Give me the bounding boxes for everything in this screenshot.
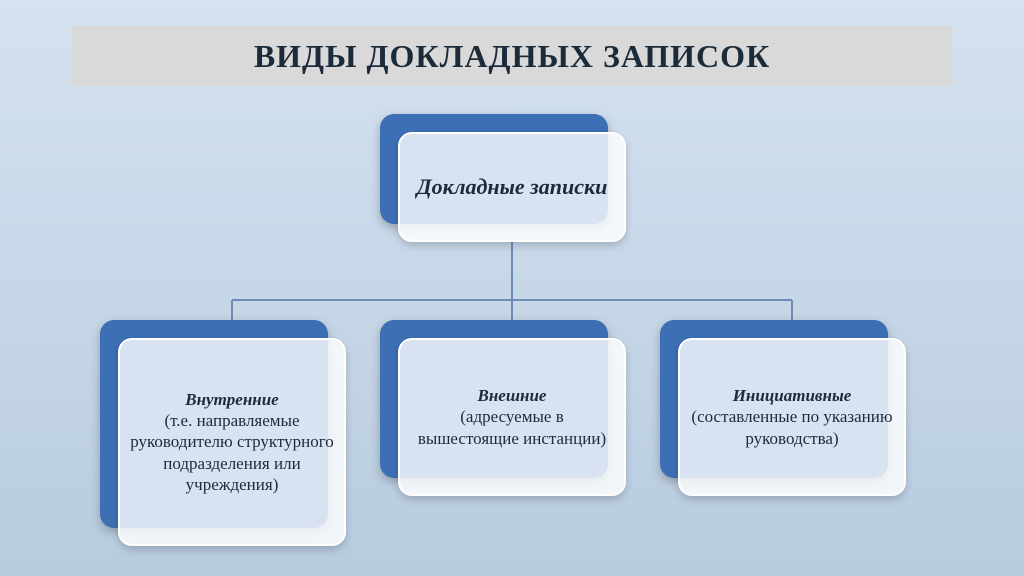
node-front: Инициативные (составленные по указанию ру… bbox=[678, 338, 906, 496]
child-node: Внутренние (т.е. направляемые руководител… bbox=[100, 320, 346, 546]
child-node: Внешние (адресуемые в вышестоящие инстанц… bbox=[380, 320, 626, 496]
node-desc: (адресуемые в вышестоящие инстанции) bbox=[418, 407, 606, 447]
node-front: Внешние (адресуемые в вышестоящие инстанц… bbox=[398, 338, 626, 496]
child-node: Инициативные (составленные по указанию ру… bbox=[660, 320, 906, 496]
node-title: Внешние bbox=[478, 386, 547, 405]
node-title: Инициативные bbox=[733, 386, 852, 405]
node-title: Внутренние bbox=[185, 390, 278, 409]
node-desc: (составленные по указанию руководства) bbox=[691, 407, 892, 447]
node-front: Докладные записки bbox=[398, 132, 626, 242]
org-chart: Докладные записки Внутренние (т.е. направл… bbox=[0, 0, 1024, 576]
node-front: Внутренние (т.е. направляемые руководител… bbox=[118, 338, 346, 546]
node-desc: (т.е. направляемые руководителю структур… bbox=[130, 411, 334, 494]
root-node: Докладные записки bbox=[380, 114, 626, 242]
node-title: Докладные записки bbox=[417, 174, 608, 199]
